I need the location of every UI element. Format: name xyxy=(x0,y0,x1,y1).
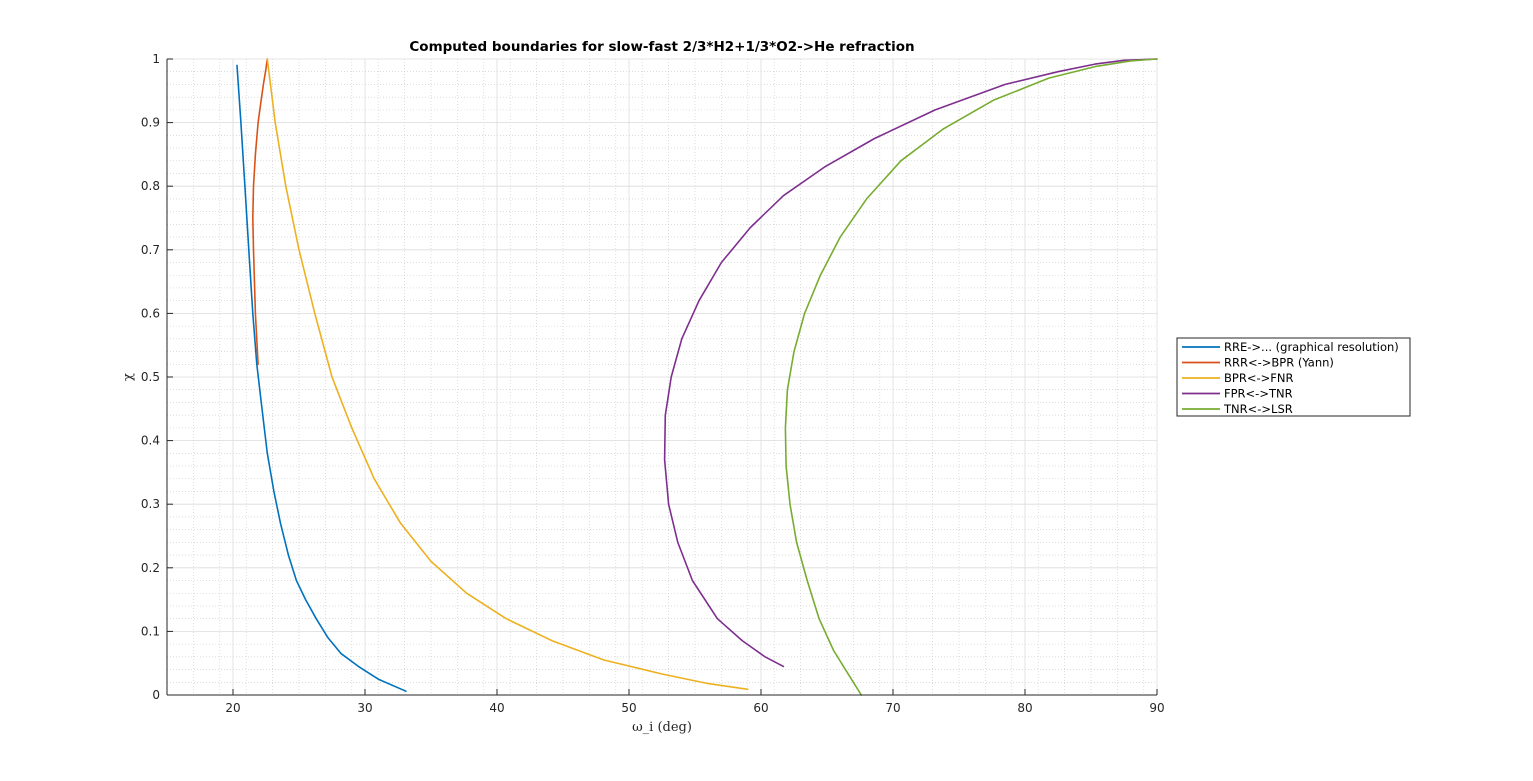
y-tick-label: 0.4 xyxy=(141,434,160,448)
y-tick-label: 0.6 xyxy=(141,306,160,320)
y-tick-label: 0.7 xyxy=(141,243,160,257)
series-lines xyxy=(236,58,1158,696)
x-axis-label: ω_i (deg) xyxy=(632,720,692,735)
y-tick-label: 0.9 xyxy=(141,116,160,130)
legend-entry: RRR<->BPR (Yann) xyxy=(1224,356,1334,370)
x-tick-label: 20 xyxy=(225,701,240,715)
x-tick-label: 40 xyxy=(489,701,504,715)
y-tick-label: 0.1 xyxy=(141,624,160,638)
y-tick-label: 0.2 xyxy=(141,561,160,575)
x-tick-label: 60 xyxy=(753,701,768,715)
y-tick-label: 1 xyxy=(152,52,160,66)
x-tick-label: 80 xyxy=(1017,701,1032,715)
major-grid xyxy=(167,58,1158,696)
y-ticks: 0 0.1 0.2 0.3 0.4 0.5 0.6 0.7 0.8 0.9 1 xyxy=(141,52,173,702)
x-tick-label: 50 xyxy=(621,701,636,715)
plot-area: 20 30 40 50 60 70 80 90 00.10.20.30.40.50.60.70… xyxy=(141,52,1165,715)
legend-items: RRE->... (graphical resolution) RRR<->BPR… xyxy=(1182,340,1399,416)
x-tick-label: 70 xyxy=(885,701,900,715)
legend: RRE->... (graphical resolution) RRR<->BPR… xyxy=(1176,337,1411,417)
chart-title: Computed boundaries for slow-fast 2/3*H2… xyxy=(409,39,914,55)
y-axis-label: χ xyxy=(121,373,136,381)
series-line xyxy=(784,58,1158,696)
series-line xyxy=(266,58,749,691)
x-ticks: 20 30 40 50 60 70 80 90 xyxy=(225,689,1165,715)
x-tick-label: 30 xyxy=(357,701,372,715)
y-tick-label: 0.5 xyxy=(141,370,160,384)
y-tick-label: 0.3 xyxy=(141,497,160,511)
legend-entry: RRE->... (graphical resolution) xyxy=(1224,340,1399,354)
legend-entry: TNR<->LSR xyxy=(1223,402,1293,416)
legend-entry: FPR<->TNR xyxy=(1224,387,1293,401)
series-line xyxy=(236,64,407,693)
legend-box xyxy=(1176,337,1411,417)
y-tick-label: 0.8 xyxy=(141,179,160,193)
x-tick-label: 90 xyxy=(1149,701,1164,715)
series-line xyxy=(663,58,1158,668)
legend-entry: BPR<->FNR xyxy=(1224,371,1293,385)
y-tick-label: 0 xyxy=(152,688,160,702)
series-line xyxy=(252,58,269,366)
